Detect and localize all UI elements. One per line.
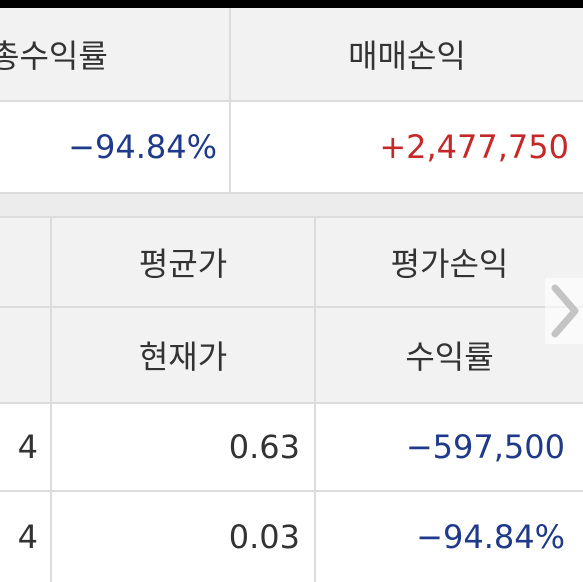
holdings-header-avg-price: 평균가 xyxy=(52,218,314,306)
divider xyxy=(0,490,583,492)
section-gap xyxy=(0,194,583,216)
cur-price-text: 0.03 xyxy=(228,518,300,556)
holding-eval-pnl[interactable]: −597,500 xyxy=(316,404,583,490)
scroll-right-button[interactable] xyxy=(545,278,583,344)
holding-cur-price[interactable]: 0.03 xyxy=(52,492,314,582)
divider xyxy=(0,100,583,102)
chevron-right-icon xyxy=(551,284,579,338)
divider xyxy=(0,402,583,404)
avg-price-header-label: 평균가 xyxy=(138,245,228,283)
divider xyxy=(229,8,231,192)
divider xyxy=(0,192,583,194)
holdings-header-qty-bottom xyxy=(0,308,50,402)
summary-total-return-value: −94.84% xyxy=(0,102,229,192)
total-return-text: −94.84% xyxy=(68,128,217,166)
summary-header-total-return-label: 총수익률 xyxy=(0,37,108,75)
return-rate-text: −94.84% xyxy=(416,518,565,556)
holding-qty-top[interactable]: 4 xyxy=(0,404,50,490)
divider xyxy=(314,216,316,582)
eval-pnl-header-label: 평가손익 xyxy=(390,245,509,283)
avg-price-text: 0.63 xyxy=(228,428,300,466)
divider xyxy=(0,216,583,218)
summary-trade-pnl-value: +2,477,750 xyxy=(231,102,583,192)
divider xyxy=(0,306,583,308)
cur-price-header-label: 현재가 xyxy=(138,338,228,376)
holdings-header-qty-top xyxy=(0,218,50,306)
return-rate-header-label: 수익률 xyxy=(405,338,494,376)
eval-pnl-text: −597,500 xyxy=(405,428,565,466)
holdings-header-eval-pnl: 평가손익 xyxy=(316,218,583,306)
qty-bottom-text: 4 xyxy=(17,518,38,556)
summary-header-trade-pnl-label: 매매손익 xyxy=(348,37,466,75)
summary-header-trade-pnl: 매매손익 xyxy=(231,8,583,100)
summary-header-total-return: 총수익률 xyxy=(0,8,229,100)
trade-pnl-text: +2,477,750 xyxy=(379,128,569,166)
holdings-header-return-rate: 수익률 xyxy=(316,308,583,402)
holding-return-rate[interactable]: −94.84% xyxy=(316,492,583,582)
holding-avg-price[interactable]: 0.63 xyxy=(52,404,314,490)
qty-top-text: 4 xyxy=(17,428,38,466)
holding-qty-bottom[interactable]: 4 xyxy=(0,492,50,582)
holdings-header-cur-price: 현재가 xyxy=(52,308,314,402)
trading-screen: 총수익률 매매손익 −94.84% +2,477,750 평균가 평가손익 현재… xyxy=(0,8,583,582)
divider xyxy=(50,216,52,582)
